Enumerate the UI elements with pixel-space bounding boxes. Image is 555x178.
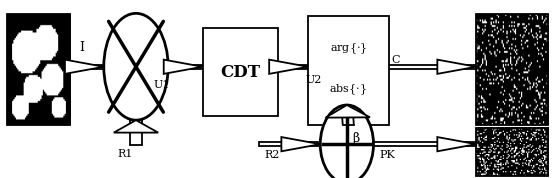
Polygon shape (164, 60, 203, 74)
Polygon shape (281, 137, 320, 151)
Text: U1: U1 (154, 80, 170, 90)
Bar (203, 28, 278, 116)
Text: R2: R2 (265, 150, 280, 159)
Ellipse shape (104, 13, 168, 120)
Bar (476, 14, 548, 125)
Text: I: I (79, 41, 84, 54)
Polygon shape (437, 60, 476, 74)
Polygon shape (326, 105, 370, 118)
Bar (476, 128, 548, 176)
Bar (308, 16, 388, 125)
Text: U2: U2 (305, 75, 322, 85)
Text: R1: R1 (118, 149, 133, 159)
Text: CDT: CDT (220, 64, 260, 81)
Ellipse shape (320, 105, 374, 178)
Text: abs{$\cdot$}: abs{$\cdot$} (329, 83, 367, 97)
Polygon shape (114, 120, 158, 133)
Polygon shape (65, 60, 104, 74)
Text: C: C (391, 55, 400, 65)
Polygon shape (269, 60, 308, 74)
Polygon shape (437, 137, 476, 151)
Text: arg{$\cdot$}: arg{$\cdot$} (330, 41, 367, 56)
Text: β: β (353, 132, 360, 145)
Text: PK: PK (379, 150, 395, 159)
Bar (7, 14, 70, 125)
